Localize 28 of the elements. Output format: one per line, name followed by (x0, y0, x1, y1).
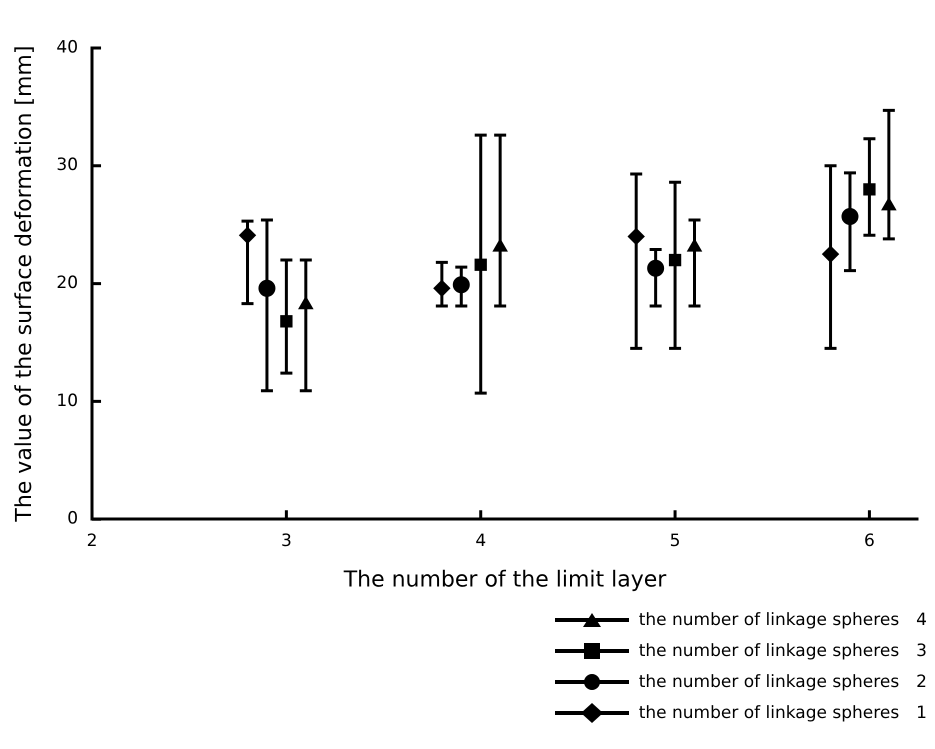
point (280, 315, 293, 328)
x-tick-label: 4 (475, 530, 486, 551)
x-tick-label: 6 (864, 530, 875, 551)
y-tick-label: 20 (56, 273, 78, 294)
point (452, 276, 470, 294)
point (258, 280, 276, 297)
x-tick-label: 5 (670, 530, 680, 551)
point (433, 280, 450, 297)
point (239, 226, 256, 244)
point (863, 183, 876, 196)
legend-label: the number of linkage spheres 2 (638, 671, 927, 693)
y-axis-title: The value of the surface deformation [mm] (12, 46, 37, 523)
point (647, 260, 664, 277)
x-tick-label: 3 (280, 530, 292, 551)
x-tick-label: 2 (86, 530, 98, 551)
legend-label: the number of linkage spheres 3 (638, 640, 927, 662)
point (628, 228, 645, 245)
point (474, 258, 487, 271)
y-tick-label: 10 (56, 390, 78, 411)
y-tick-label: 0 (67, 508, 78, 529)
y-tick-label: 40 (56, 37, 78, 58)
point (668, 254, 682, 266)
point (841, 208, 858, 225)
legend-label: the number of linkage spheres 1 (638, 702, 927, 724)
legend-label: the number of linkage spheres 4 (638, 609, 927, 631)
point (822, 246, 840, 263)
x-axis-title: The number of the limit layer (342, 568, 668, 593)
y-tick-label: 30 (56, 155, 78, 176)
